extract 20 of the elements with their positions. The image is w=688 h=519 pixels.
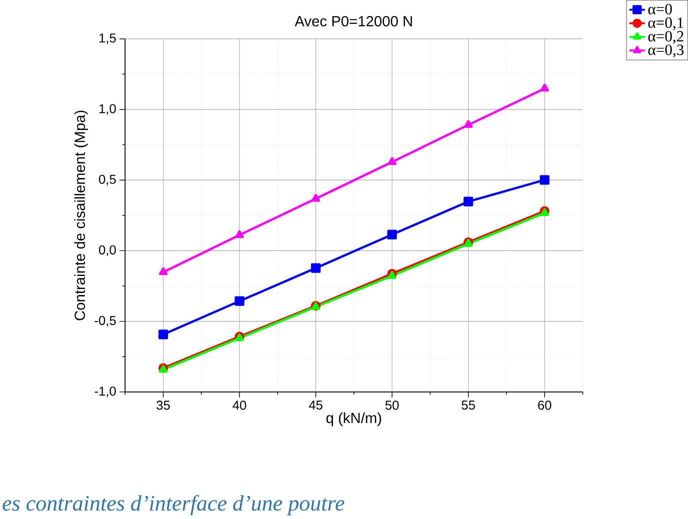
y-axis-title: Contrainte de cisaillement (Mpa): [74, 110, 88, 320]
x-tick-label: 35: [156, 400, 170, 410]
legend-label: α=0,2: [648, 30, 684, 44]
x-tick-label: 45: [308, 400, 322, 410]
chart-title: Avec P0=12000 N: [294, 16, 412, 26]
x-tick-label: 55: [462, 400, 475, 410]
y-tick-label: 0,0: [99, 245, 116, 256]
legend-label: α=0,1: [648, 17, 684, 30]
x-tick-label: 50: [385, 400, 399, 410]
x-tick-label: 60: [538, 400, 552, 410]
text: es contraintes d’interface d’une poutre: [2, 495, 344, 516]
y-tick-label: 1,0: [99, 104, 116, 115]
x-axis-title: q (kN/m): [326, 412, 382, 426]
y-tick-label: -1,0: [94, 386, 116, 398]
legend-label: α=0: [648, 4, 672, 14]
y-tick-label: 1,5: [99, 34, 116, 44]
y-tick-label: -0,5: [94, 316, 116, 327]
legend-label: α=0,3: [648, 44, 684, 58]
y-tick-label: 0,5: [99, 174, 116, 186]
x-tick-label: 40: [232, 400, 246, 410]
